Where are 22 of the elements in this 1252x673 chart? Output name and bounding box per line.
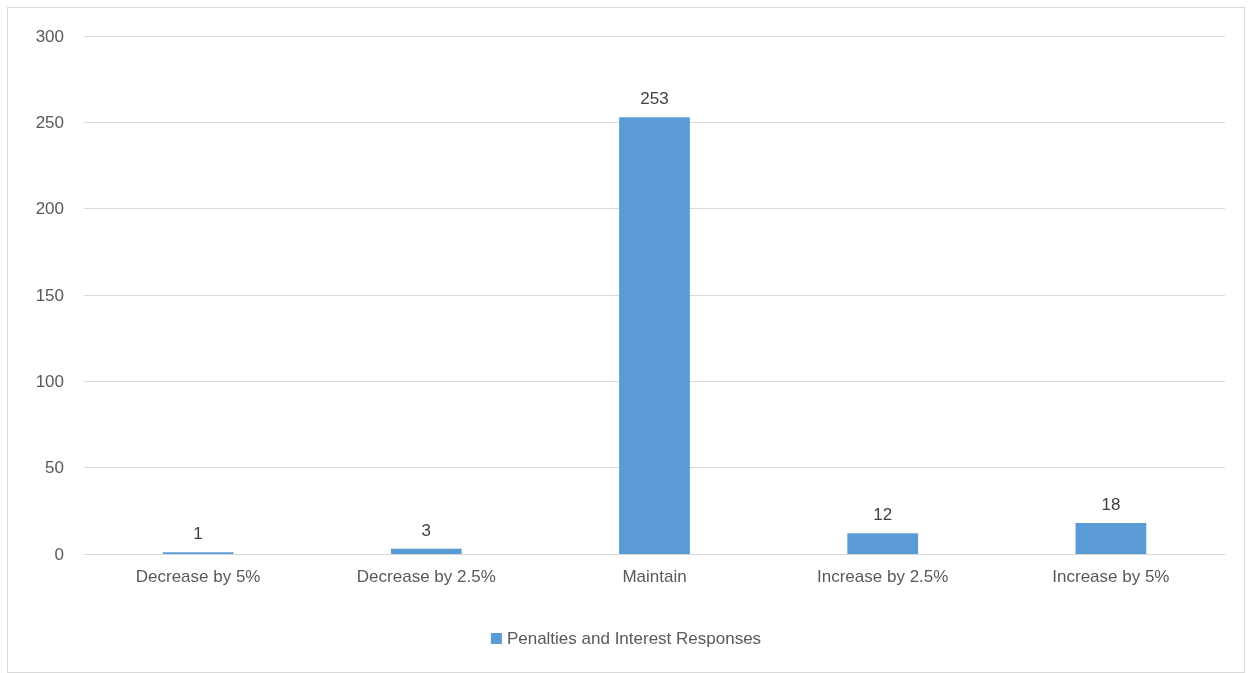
- y-tick-label: 50: [45, 458, 64, 478]
- bar: [847, 533, 919, 554]
- x-tick-label: Increase by 2.5%: [817, 567, 949, 586]
- x-tick-label: Decrease by 2.5%: [356, 567, 496, 586]
- bar: [619, 117, 690, 554]
- x-tick-label: Decrease by 5%: [135, 567, 261, 586]
- data-label: 1: [193, 524, 203, 544]
- y-tick-label: 200: [35, 199, 64, 219]
- y-tick-label: 300: [35, 26, 64, 46]
- y-tick-label: 150: [35, 285, 64, 305]
- bar: [390, 548, 462, 554]
- data-label: 18: [1101, 494, 1121, 514]
- y-tick-label: 250: [35, 112, 64, 132]
- legend-label: Penalties and Interest Responses: [506, 629, 762, 648]
- y-tick-label: 0: [54, 544, 64, 564]
- data-label: 253: [640, 89, 669, 109]
- bar: [1075, 522, 1147, 554]
- data-label: 12: [873, 505, 893, 525]
- x-tick-label: Increase by 5%: [1052, 567, 1170, 586]
- x-tick-label: Maintain: [622, 567, 687, 586]
- data-label: 3: [421, 520, 432, 540]
- y-tick-label: 100: [35, 371, 64, 391]
